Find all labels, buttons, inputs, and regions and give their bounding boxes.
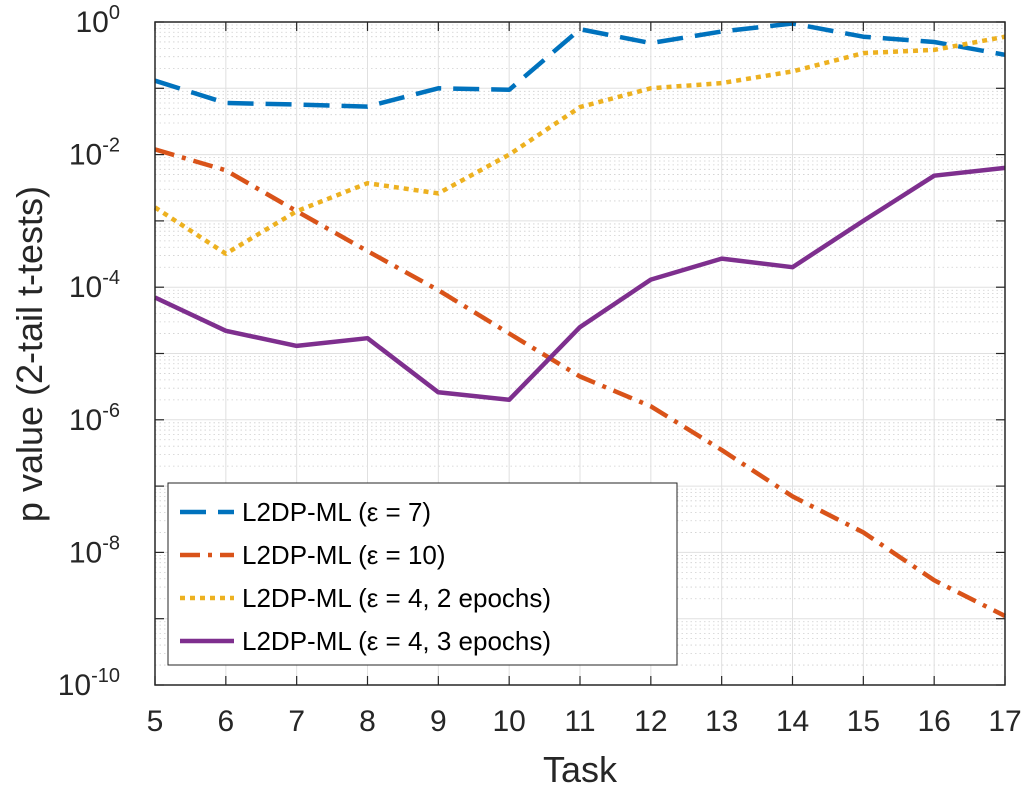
x-tick-label: 7 [288,705,305,738]
series-line [154,21,1006,109]
x-tick-label: 17 [988,705,1021,738]
x-tick-label: 13 [705,705,738,738]
y-tick-labels: 100 10-2 10-4 10-6 10-8 10-10 [58,2,120,702]
x-tick-label: 8 [359,705,376,738]
x-tick-label: 16 [917,705,950,738]
x-axis-label: Task [543,749,618,788]
x-tick-label: 10 [492,705,525,738]
x-tick-label: 15 [847,705,880,738]
y-tick-label: 10-4 [69,267,120,304]
legend-box [167,482,678,666]
x-tick-label: 9 [430,705,447,738]
y-tick-label: 10-6 [69,400,120,437]
series-line [154,165,1006,403]
x-tick-label: 11 [564,705,595,738]
y-tick-label: 10-10 [58,665,120,702]
legend-label: L2DP-ML (ε = 10) [242,540,446,570]
x-tick-labels: 5 6 7 8 9 10 11 12 13 14 15 16 17 [147,705,1022,738]
y-tick-label: 10-8 [69,532,120,569]
x-tick-label: 12 [634,705,667,738]
series-line [154,147,1007,619]
legend-label: L2DP-ML (ε = 7) [242,497,431,527]
legend: L2DP-ML (ε = 7) L2DP-ML (ε = 10) L2DP-ML (… [167,482,678,666]
axis-ticks [154,21,1006,686]
legend-items: L2DP-ML (ε = 7) L2DP-ML (ε = 10) L2DP-ML (… [180,497,551,656]
series-line [153,34,1006,256]
x-tick-label: 6 [217,705,234,738]
legend-label: L2DP-ML (ε = 4, 3 epochs) [242,626,551,656]
y-tick-label: 100 [76,2,121,39]
x-tick-label: 5 [147,705,164,738]
legend-label: L2DP-ML (ε = 4, 2 epochs) [242,583,551,613]
series-lines [153,21,1007,619]
y-tick-label: 10-2 [69,135,120,172]
y-axis-label: p value (2-tail t-tests) [9,186,50,522]
x-tick-label: 14 [776,705,809,738]
